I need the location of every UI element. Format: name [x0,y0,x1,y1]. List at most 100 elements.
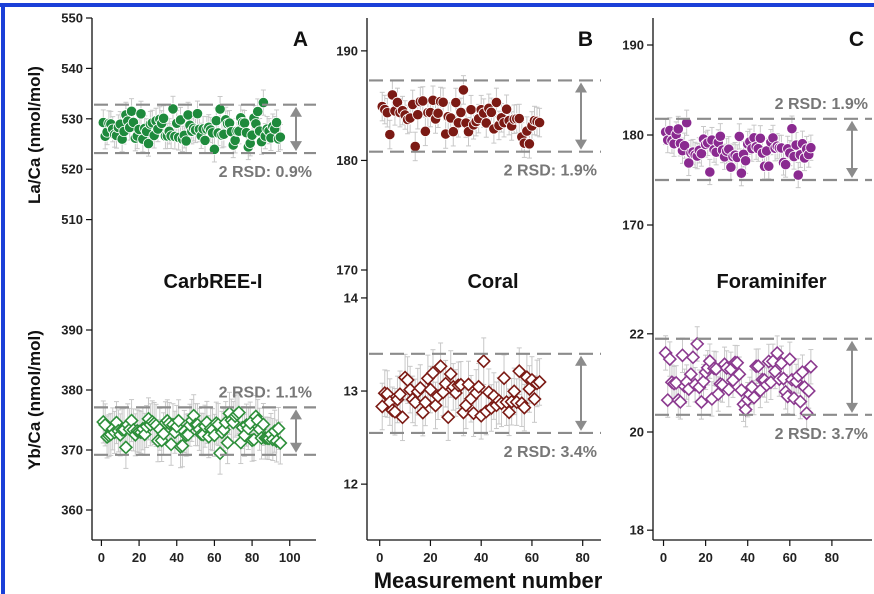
data-point [135,108,147,120]
data-point [432,107,444,119]
data-point [805,142,817,154]
rsd-label: 2 RSD: 3.4% [504,444,597,461]
x-tick-label: 20 [423,550,437,565]
data-point [167,103,179,115]
data-point [694,394,709,410]
data-point [776,371,791,386]
data-point [770,345,785,361]
x-tick-label: 60 [525,550,539,565]
data-point [721,382,736,397]
data-point [730,355,745,370]
x-tick-label: 80 [245,550,259,565]
data-point [450,96,462,109]
rsd-arrow-head-down [290,442,302,453]
data-point [457,84,470,96]
y-tick-label: 180 [336,153,358,168]
data-point [512,364,527,379]
data-point [257,97,269,109]
rsd-arrow-head-down [575,420,587,431]
y-tick-label: 22 [630,326,644,341]
data-point [681,117,693,129]
data-point [507,384,522,399]
data-point [175,438,190,453]
data-point [678,140,691,152]
data-point [683,367,699,382]
rsd-arrow-head-down [846,402,858,413]
data-point [795,365,810,380]
rsd-arrow-head-down [575,139,587,150]
x-tick-label: 20 [698,550,712,565]
data-point [231,405,247,420]
rsd-arrow-head-up [575,82,587,93]
data-point [803,359,818,374]
data-point [455,106,467,119]
y-tick-label: 360 [61,503,83,518]
y-tick-label: 380 [61,383,83,398]
panel-title: Coral [467,271,518,293]
y-tick-label: 540 [61,61,83,76]
rsd-arrow-head-up [575,355,587,366]
data-point [423,382,438,397]
y-tick-label: 170 [336,263,358,278]
data-point [212,446,228,461]
x-tick-label: 0 [376,550,383,565]
y-tick-label: 190 [336,43,358,58]
rsd-arrow-head-up [846,120,858,131]
data-point [417,95,429,107]
panel-b: 170 180 190 2 RSD: 1.9% B [336,18,601,278]
data-point [675,348,690,363]
x-tick-label: 0 [98,550,105,565]
data-point [533,116,546,129]
data-point [711,386,726,402]
data-point [714,130,726,142]
rsd-arrow-head-up [290,106,302,117]
y-tick-label: 18 [630,523,644,538]
data-point [660,392,675,408]
x-tick-label: 60 [783,550,797,565]
data-point [793,394,808,409]
y-tick-label: 550 [61,11,83,26]
data-point [672,123,684,135]
data-point [433,359,448,374]
data-point [409,140,421,153]
data-point [532,374,547,390]
data-point [419,125,431,137]
y-tick-label: 390 [61,323,83,338]
data-point [273,435,288,451]
y-tick-label: 370 [61,443,83,458]
data-point [270,116,283,129]
panel-title: Foraminifer [716,271,826,293]
data-point [199,134,211,146]
y-axis-label-top: La/Ca (nmol/mol) [25,66,44,204]
y-tick-label: 12 [344,477,358,492]
data-point [782,352,797,367]
rsd-label: 2 RSD: 1.9% [504,163,597,180]
y-tick-label: 510 [61,212,83,227]
y-tick-label: 530 [61,111,83,126]
panel-c: 170 180 190 2 RSD: 1.9% C [622,18,872,270]
data-point [171,413,186,428]
data-point [180,427,196,442]
data-point [408,395,423,410]
data-point [180,135,192,147]
data-point [786,123,798,135]
data-point [415,405,430,420]
data-point [690,336,705,352]
panel-a: 510 520 530 540 550 2 RSD: 0.9% A [61,11,316,270]
data-point [384,128,396,141]
rsd-arrow-head-down [290,141,302,152]
data-point [447,126,459,138]
data-point [480,117,492,129]
data-point [210,115,222,127]
y-axis-label-bottom: Yb/Ca (nmol/mol) [25,330,44,470]
data-point [740,155,752,167]
data-point [238,117,251,129]
data-point [500,103,513,115]
data-point [392,387,408,402]
data-point [157,112,170,124]
data-point [443,366,458,382]
data-point [523,138,536,150]
data-point [501,405,517,420]
data-point [156,426,171,441]
